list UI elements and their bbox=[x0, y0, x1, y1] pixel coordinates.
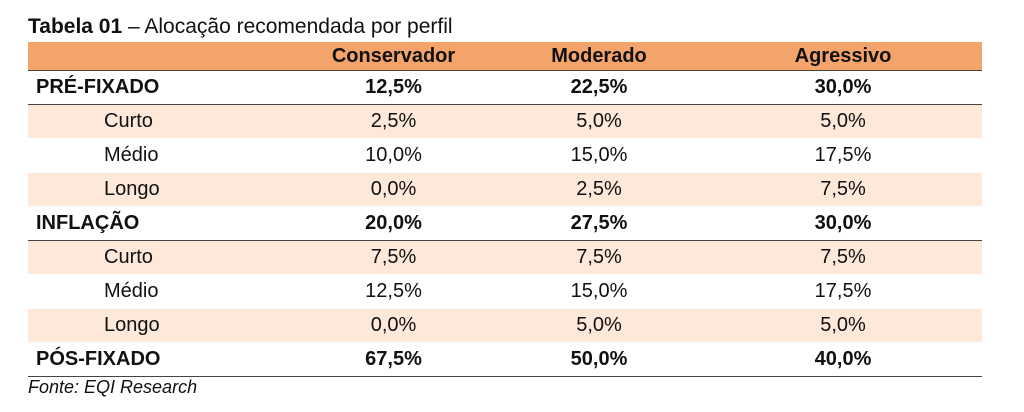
table-row: Médio 12,5% 15,0% 17,5% bbox=[28, 274, 982, 309]
cell-value: 2,5% bbox=[494, 172, 704, 207]
header-cell-empty bbox=[28, 42, 293, 71]
row-label: PÓS-FIXADO bbox=[28, 342, 293, 377]
row-label: Longo bbox=[28, 308, 293, 343]
row-label: INFLAÇÃO bbox=[28, 206, 293, 241]
cell-value: 7,5% bbox=[293, 240, 494, 275]
table-row: Curto 7,5% 7,5% 7,5% bbox=[28, 240, 982, 275]
cell-value: 5,0% bbox=[494, 308, 704, 343]
cell-value: 5,0% bbox=[704, 308, 982, 343]
row-label: Curto bbox=[28, 104, 293, 139]
caption-text: – Alocação recomendada por perfil bbox=[122, 15, 453, 38]
cell-value: 27,5% bbox=[494, 206, 704, 241]
allocation-table: Conservador Moderado Agressivo PRÉ-FIXAD… bbox=[28, 42, 982, 377]
cell-value: 2,5% bbox=[293, 104, 494, 139]
cell-value: 5,0% bbox=[494, 104, 704, 139]
cell-value: 7,5% bbox=[494, 240, 704, 275]
cell-value: 5,0% bbox=[704, 104, 982, 139]
cell-value: 0,0% bbox=[293, 172, 494, 207]
table-caption: Tabela 01 – Alocação recomendada por per… bbox=[28, 14, 453, 40]
caption-label: Tabela 01 bbox=[28, 15, 123, 38]
header-cell-conservador: Conservador bbox=[293, 42, 494, 71]
cell-value: 7,5% bbox=[704, 172, 982, 207]
cell-value: 17,5% bbox=[704, 274, 982, 309]
table-row-group: PÓS-FIXADO 67,5% 50,0% 40,0% bbox=[28, 342, 982, 377]
cell-value: 67,5% bbox=[293, 342, 494, 377]
table-row: Curto 2,5% 5,0% 5,0% bbox=[28, 104, 982, 139]
row-label: Longo bbox=[28, 172, 293, 207]
table-row: Médio 10,0% 15,0% 17,5% bbox=[28, 138, 982, 173]
cell-value: 12,5% bbox=[293, 70, 494, 105]
cell-value: 20,0% bbox=[293, 206, 494, 241]
cell-value: 30,0% bbox=[704, 70, 982, 105]
table-row-group: PRÉ-FIXADO 12,5% 22,5% 30,0% bbox=[28, 70, 982, 105]
cell-value: 7,5% bbox=[704, 240, 982, 275]
cell-value: 40,0% bbox=[704, 342, 982, 377]
row-label: Curto bbox=[28, 240, 293, 275]
cell-value: 50,0% bbox=[494, 342, 704, 377]
row-label: Médio bbox=[28, 274, 293, 309]
header-row: Conservador Moderado Agressivo bbox=[28, 42, 982, 71]
row-label: PRÉ-FIXADO bbox=[28, 70, 293, 105]
cell-value: 12,5% bbox=[293, 274, 494, 309]
table-row-group: INFLAÇÃO 20,0% 27,5% 30,0% bbox=[28, 206, 982, 241]
header-cell-agressivo: Agressivo bbox=[704, 42, 982, 71]
row-label: Médio bbox=[28, 138, 293, 173]
cell-value: 30,0% bbox=[704, 206, 982, 241]
source-note: Fonte: EQI Research bbox=[28, 377, 198, 397]
table-row: Longo 0,0% 2,5% 7,5% bbox=[28, 172, 982, 207]
cell-value: 15,0% bbox=[494, 138, 704, 173]
cell-value: 0,0% bbox=[293, 308, 494, 343]
cell-value: 17,5% bbox=[704, 138, 982, 173]
cell-value: 22,5% bbox=[494, 70, 704, 105]
cell-value: 15,0% bbox=[494, 274, 704, 309]
table-row: Longo 0,0% 5,0% 5,0% bbox=[28, 308, 982, 343]
header-cell-moderado: Moderado bbox=[494, 42, 704, 71]
cell-value: 10,0% bbox=[293, 138, 494, 173]
